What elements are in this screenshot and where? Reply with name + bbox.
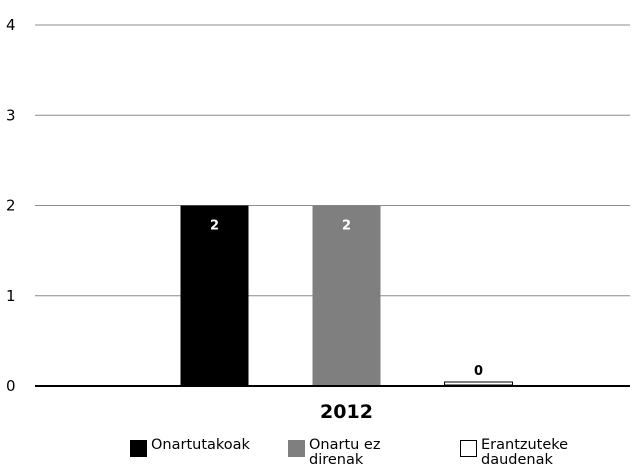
legend-label-onartu-ez-direnak: Onartu ez direnak [309, 437, 381, 468]
bar-erantzuteke-daudenak [444, 381, 513, 386]
bar-onartu-ez-direnak [312, 205, 381, 386]
data-labels: 2 2 0 [210, 219, 483, 380]
legend-swatch-onartu-ez-direnak [288, 440, 305, 457]
bar-chart: 0 1 2 3 4 2 2 0 2012 [6, 16, 630, 423]
legend-swatch-onartutakoak [130, 440, 147, 457]
bar-onartutakoak [180, 205, 249, 386]
legend-label-erantzuteke-daudenak: Erantzuteke daudenak [481, 437, 569, 468]
legend: Onartutakoak Onartu ez direnak Erantzute… [0, 438, 633, 473]
legend-swatch-erantzuteke-daudenak [460, 440, 477, 457]
data-label-erantzuteke-daudenak: 0 [474, 364, 483, 379]
y-tick-label: 0 [6, 377, 16, 395]
legend-item-onartu-ez-direnak: Onartu ez direnak [288, 438, 380, 468]
y-axis-ticks: 0 1 2 3 4 [6, 16, 16, 395]
x-category-label: 2012 [320, 401, 373, 423]
y-tick-label: 4 [6, 16, 16, 34]
data-label-onartutakoak: 2 [210, 219, 219, 234]
y-tick-label: 3 [6, 106, 16, 124]
bars [180, 205, 513, 386]
legend-item-erantzuteke-daudenak: Erantzuteke daudenak [460, 438, 568, 468]
y-tick-label: 2 [6, 197, 16, 215]
legend-label-onartutakoak: Onartutakoak [151, 437, 250, 453]
data-label-onartu-ez-direnak: 2 [342, 219, 351, 234]
y-tick-label: 1 [6, 287, 16, 305]
legend-item-onartutakoak: Onartutakoak [130, 438, 250, 457]
